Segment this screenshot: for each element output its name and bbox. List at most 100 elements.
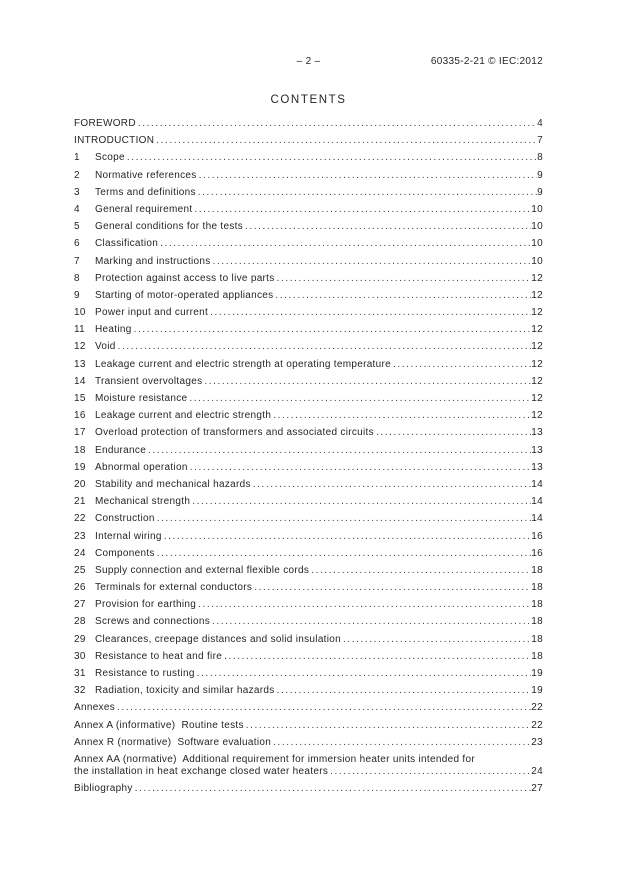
toc-entry: 20 Stability and mechanical hazards......…: [74, 479, 543, 491]
toc-dot-leader: ........................................…: [156, 135, 538, 147]
toc-dot-leader: ........................................…: [198, 169, 538, 181]
toc-entry: 10 Power input and current...............…: [74, 307, 543, 319]
toc-entry-label: Supply connection and external flexible …: [95, 564, 310, 576]
toc-entry-label: Void: [95, 341, 116, 353]
toc-entry-label: Moisture resistance: [95, 393, 188, 404]
toc-entry-page: 24: [531, 766, 543, 778]
toc-dot-leader: ........................................…: [126, 152, 537, 164]
toc-entry: 27 Provision for earthing................…: [74, 599, 543, 611]
toc-dot-leader: ........................................…: [343, 633, 532, 645]
toc-entry-label: Normative references: [95, 169, 197, 181]
toc-entry-number: 11: [74, 324, 85, 336]
toc-entry-label: Resistance to heat and fire: [95, 650, 223, 662]
toc-entry: 19 Abnormal operation....................…: [74, 462, 543, 474]
toc-dot-leader: ........................................…: [393, 358, 532, 370]
toc-dot-leader: ........................................…: [273, 736, 532, 748]
toc-entry: 9 Starting of motor-operated appliances..…: [74, 290, 543, 302]
toc-entry-number: 3: [74, 186, 80, 198]
toc-dot-leader: ........................................…: [197, 186, 537, 198]
toc-entry-number: 22: [74, 513, 86, 525]
toc-dot-leader: ........................................…: [189, 393, 531, 404]
toc-entry-number: 10: [74, 307, 86, 319]
page-number-marker: – 2 –: [296, 56, 321, 67]
toc-entry-label: Classification: [95, 238, 159, 250]
toc-dot-leader: ........................................…: [245, 221, 531, 233]
toc-entry-label: Annex R (normative) Software evaluation: [74, 736, 272, 748]
toc-entry-number: 15: [74, 393, 86, 404]
toc-dot-leader: ........................................…: [275, 289, 531, 301]
toc-entry: 26 Terminals for external conductors.....…: [74, 582, 543, 594]
toc-entry-label: Radiation, toxicity and similar hazards: [95, 685, 275, 697]
toc-entry-page: 23: [531, 736, 543, 748]
toc-entry-number: 26: [74, 582, 86, 594]
toc-entry-page: 9: [537, 186, 543, 198]
toc-entry: 14 Transient overvoltages................…: [74, 376, 543, 388]
toc-entry-number: 24: [74, 547, 86, 559]
toc-entry: 8 Protection against access to live parts…: [74, 273, 543, 285]
toc-entry-number: 8: [74, 272, 80, 284]
toc-entry-label: General requirement: [95, 203, 193, 215]
toc-entry: Annex AA (normative) Additional requirem…: [74, 754, 543, 779]
toc-entry: 24 Components............................…: [74, 548, 543, 560]
toc-entry-number: 30: [74, 650, 86, 662]
toc-entry-page: 19: [531, 685, 543, 697]
toc-entry-number: 20: [74, 478, 86, 490]
toc-entry-label: Power input and current: [95, 307, 209, 319]
table-of-contents: FOREWORD................................…: [74, 118, 543, 801]
toc-entry-page: 14: [531, 496, 543, 508]
toc-entry: 13 Leakage current and electric strength …: [74, 359, 543, 371]
toc-entry: 4 General requirement....................…: [74, 204, 543, 216]
toc-entry-page: 13: [531, 427, 543, 439]
toc-entry-label: Internal wiring: [95, 530, 162, 542]
toc-entry-page: 12: [531, 341, 543, 353]
toc-dot-leader: ........................................…: [276, 272, 532, 284]
toc-entry-label: Overload protection of transformers and …: [95, 427, 374, 439]
toc-entry-number: 13: [74, 358, 86, 370]
toc-entry-page: 16: [531, 530, 543, 542]
toc-dot-leader: ........................................…: [194, 203, 532, 215]
toc-entry-page: 18: [531, 582, 543, 594]
toc-entry: 22 Construction..........................…: [74, 513, 543, 525]
toc-entry-label: Annexes: [74, 702, 116, 714]
toc-entry-page: 12: [531, 324, 543, 336]
toc-entry-label: Heating: [95, 324, 132, 336]
toc-entry: 23 Internal wiring.......................…: [74, 531, 543, 543]
toc-entry-number: 18: [74, 444, 86, 456]
toc-entry-number: 4: [74, 203, 80, 215]
toc-entry-page: 10: [531, 238, 543, 250]
toc-entry-page: 16: [531, 547, 543, 559]
toc-entry-page: 8: [537, 152, 543, 164]
toc-entry: 31 Resistance to rusting.................…: [74, 668, 543, 680]
toc-entry-page: 12: [531, 289, 543, 301]
toc-entry-label: Protection against access to live parts: [95, 272, 275, 284]
contents-title: CONTENTS: [270, 94, 347, 106]
toc-dot-leader: ........................................…: [133, 324, 532, 336]
toc-dot-leader: ........................................…: [196, 668, 532, 679]
toc-entry-number: 19: [74, 461, 86, 473]
toc-dot-leader: ........................................…: [273, 410, 532, 422]
toc-dot-leader: ........................................…: [163, 530, 532, 542]
toc-entry-page: 13: [531, 444, 543, 456]
toc-entry: Annex R (normative) Software evaluation.…: [74, 737, 543, 749]
toc-dot-leader: ........................................…: [204, 375, 532, 387]
toc-entry-label: Bibliography: [74, 783, 133, 795]
toc-entry-page: 18: [531, 633, 543, 645]
toc-dot-leader: ........................................…: [156, 547, 532, 559]
toc-entry-page: 18: [531, 650, 543, 662]
toc-entry: 11 Heating...............................…: [74, 324, 543, 336]
toc-entry: 12 Void..................................…: [74, 341, 543, 353]
toc-entry-page: 12: [531, 393, 543, 404]
toc-entry-number: 6: [74, 238, 80, 250]
toc-entry-page: 10: [531, 221, 543, 233]
toc-entry: 2 Normative references...................…: [74, 170, 543, 182]
toc-entry: Bibliography............................…: [74, 783, 543, 795]
toc-entry-label: Transient overvoltages: [95, 375, 203, 387]
toc-entry-page: 7: [537, 135, 543, 147]
toc-entry-number: 25: [74, 564, 86, 576]
toc-entry-label: FOREWORD: [74, 118, 136, 129]
toc-entry: 5 General conditions for the tests.......…: [74, 221, 543, 233]
toc-dot-leader: ........................................…: [148, 444, 531, 456]
toc-entry: 7 Marking and instructions...............…: [74, 256, 543, 268]
toc-entry-number: 7: [74, 255, 80, 267]
